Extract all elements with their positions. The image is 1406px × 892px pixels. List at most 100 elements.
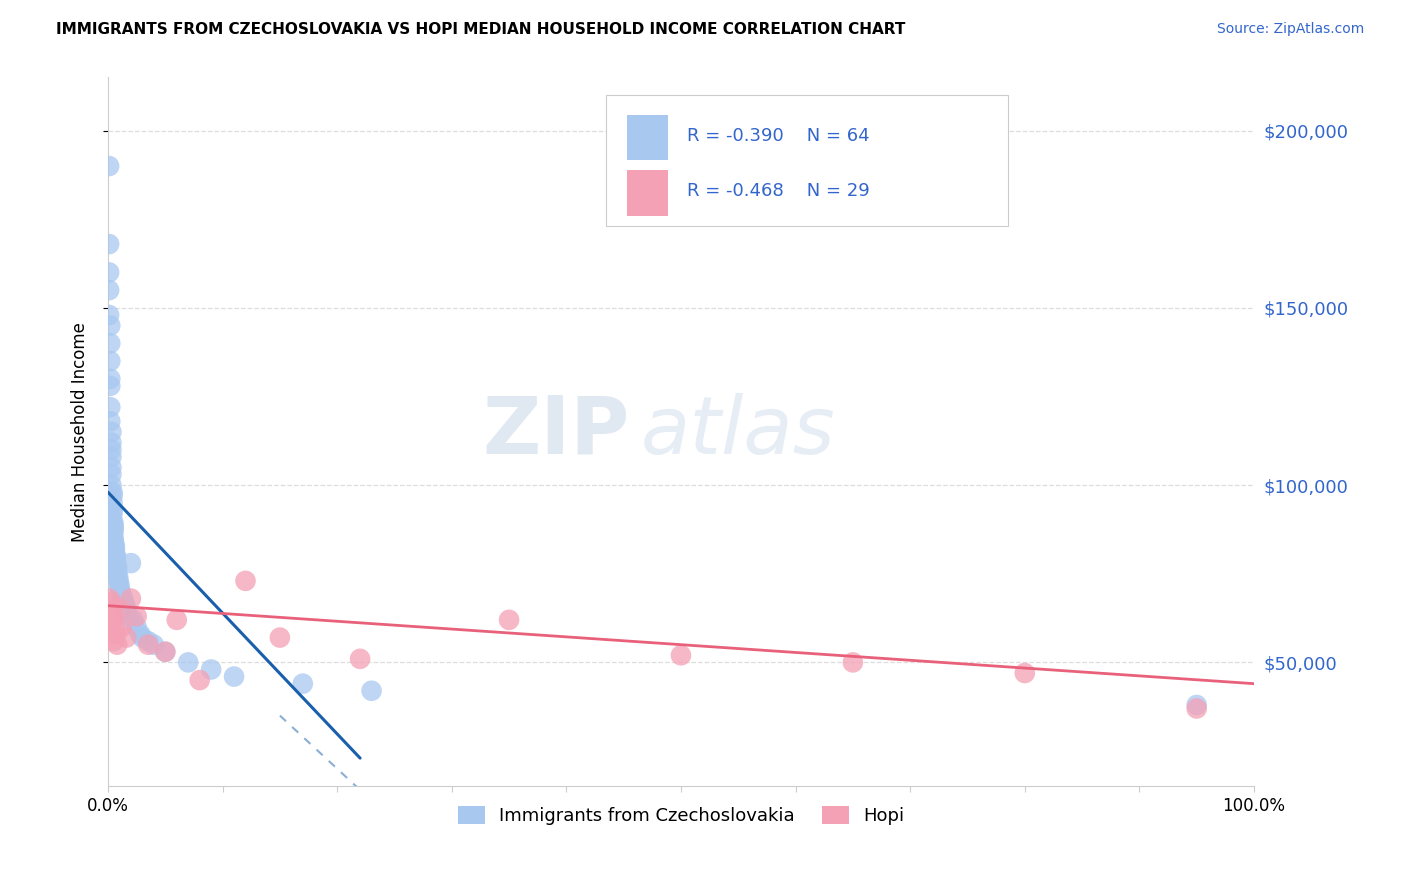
Point bbox=[103, 609, 125, 624]
Point bbox=[131, 631, 153, 645]
Point bbox=[103, 521, 125, 535]
Point bbox=[129, 627, 152, 641]
Point bbox=[498, 613, 520, 627]
Point bbox=[103, 534, 125, 549]
Point bbox=[105, 563, 128, 577]
Point bbox=[104, 620, 127, 634]
Point bbox=[101, 602, 124, 616]
Point bbox=[360, 683, 382, 698]
Point bbox=[100, 435, 122, 450]
Point bbox=[291, 676, 314, 690]
Point bbox=[111, 591, 134, 606]
Point bbox=[103, 531, 125, 545]
Point bbox=[349, 652, 371, 666]
Point bbox=[104, 545, 127, 559]
Point bbox=[101, 507, 124, 521]
Point bbox=[125, 609, 148, 624]
FancyBboxPatch shape bbox=[627, 170, 668, 216]
Point bbox=[98, 379, 121, 393]
Point bbox=[98, 400, 121, 414]
Point bbox=[98, 620, 121, 634]
Point bbox=[111, 588, 134, 602]
Point bbox=[98, 606, 121, 620]
Point bbox=[98, 265, 121, 279]
Text: ZIP: ZIP bbox=[482, 393, 630, 471]
Point bbox=[105, 556, 128, 570]
Y-axis label: Median Household Income: Median Household Income bbox=[72, 322, 89, 542]
Point bbox=[100, 613, 122, 627]
Point bbox=[115, 631, 138, 645]
Point bbox=[1185, 701, 1208, 715]
Text: atlas: atlas bbox=[641, 393, 835, 471]
Point bbox=[155, 645, 177, 659]
Text: R = -0.468    N = 29: R = -0.468 N = 29 bbox=[686, 182, 869, 200]
Point bbox=[98, 591, 121, 606]
Point bbox=[107, 574, 129, 588]
Point bbox=[117, 609, 139, 624]
Text: Source: ZipAtlas.com: Source: ZipAtlas.com bbox=[1216, 22, 1364, 37]
Point bbox=[101, 627, 124, 641]
Point bbox=[120, 556, 142, 570]
Point bbox=[98, 354, 121, 368]
Text: R = -0.390    N = 64: R = -0.390 N = 64 bbox=[686, 127, 869, 145]
Point bbox=[98, 336, 121, 351]
Point bbox=[108, 577, 131, 591]
FancyBboxPatch shape bbox=[627, 115, 668, 161]
Point bbox=[98, 283, 121, 297]
Point bbox=[115, 602, 138, 616]
Point bbox=[122, 613, 145, 627]
Point bbox=[669, 648, 692, 663]
Point bbox=[222, 669, 245, 683]
Point bbox=[98, 318, 121, 333]
Point bbox=[125, 620, 148, 634]
Point bbox=[100, 450, 122, 464]
Point bbox=[100, 425, 122, 439]
Point bbox=[103, 634, 125, 648]
Point bbox=[103, 517, 125, 532]
Point bbox=[98, 308, 121, 322]
Legend: Immigrants from Czechoslovakia, Hopi: Immigrants from Czechoslovakia, Hopi bbox=[449, 797, 914, 834]
Point bbox=[842, 656, 865, 670]
Point bbox=[98, 414, 121, 428]
Point bbox=[269, 631, 291, 645]
Point bbox=[101, 489, 124, 503]
Point bbox=[98, 372, 121, 386]
Point bbox=[177, 656, 200, 670]
Point bbox=[188, 673, 211, 687]
Point bbox=[142, 638, 165, 652]
Point bbox=[100, 460, 122, 475]
Point bbox=[104, 541, 127, 556]
Point bbox=[100, 467, 122, 482]
Point bbox=[235, 574, 257, 588]
Point bbox=[112, 595, 135, 609]
Text: IMMIGRANTS FROM CZECHOSLOVAKIA VS HOPI MEDIAN HOUSEHOLD INCOME CORRELATION CHART: IMMIGRANTS FROM CZECHOSLOVAKIA VS HOPI M… bbox=[56, 22, 905, 37]
Point bbox=[1014, 666, 1036, 681]
Point bbox=[120, 591, 142, 606]
Point bbox=[110, 584, 132, 599]
Point bbox=[101, 514, 124, 528]
Point bbox=[100, 595, 122, 609]
Point bbox=[104, 538, 127, 552]
Point bbox=[98, 159, 121, 173]
Point bbox=[105, 559, 128, 574]
Point bbox=[105, 566, 128, 581]
Point bbox=[105, 549, 128, 563]
Point bbox=[98, 237, 121, 252]
Point bbox=[108, 581, 131, 595]
Point bbox=[136, 634, 159, 648]
Point bbox=[114, 599, 136, 613]
Point bbox=[103, 524, 125, 539]
Point bbox=[105, 627, 128, 641]
Point bbox=[105, 638, 128, 652]
Point bbox=[105, 552, 128, 566]
Point bbox=[101, 485, 124, 500]
Point bbox=[200, 663, 222, 677]
Point bbox=[101, 496, 124, 510]
Point bbox=[108, 602, 131, 616]
Point bbox=[1185, 698, 1208, 712]
Point bbox=[136, 638, 159, 652]
Point bbox=[111, 620, 134, 634]
Point bbox=[107, 570, 129, 584]
Point bbox=[100, 442, 122, 457]
Point bbox=[166, 613, 188, 627]
